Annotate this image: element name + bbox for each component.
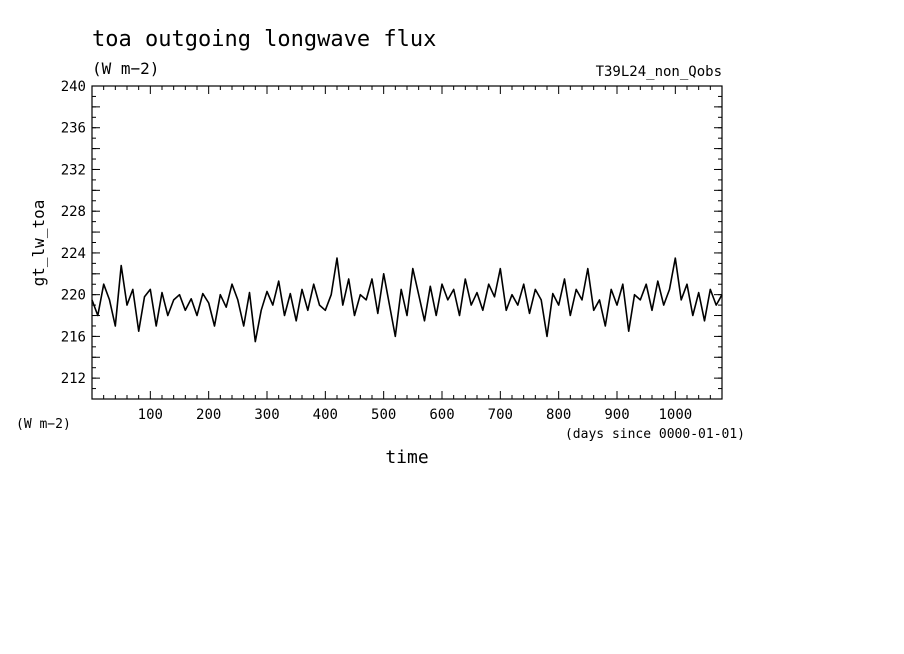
y-units-label: (W m−2) [16, 417, 71, 432]
x-tick-label: 200 [196, 407, 221, 423]
x-tick-label: 700 [488, 407, 513, 423]
x-tick-label: 400 [313, 407, 338, 423]
x-axis-label: time [385, 447, 428, 468]
x-tick-labels: 100 200 300 400 500 600 700 800 900 1000 [138, 407, 693, 423]
y-tick-label: 228 [61, 204, 86, 220]
x-tick-label: 100 [138, 407, 163, 423]
x-tick-label: 500 [371, 407, 396, 423]
y-tick-label: 220 [61, 288, 86, 304]
axis-ticks [92, 86, 722, 399]
x-tick-label: 1000 [658, 407, 692, 423]
run-label: T39L24_non_Qobs [596, 64, 722, 80]
x-tick-label: 900 [604, 407, 629, 423]
x-units-label: (days since 0000-01-01) [565, 427, 745, 442]
y-axis-label: gt_lw_toa [29, 200, 48, 287]
y-tick-labels: 212 216 220 224 228 232 236 240 [61, 79, 86, 387]
series-line [91, 257, 723, 343]
y-tick-label: 212 [61, 371, 86, 387]
y-tick-label: 224 [61, 246, 86, 262]
y-tick-label: 236 [61, 121, 86, 137]
y-tick-label: 232 [61, 162, 86, 178]
x-tick-label: 600 [429, 407, 454, 423]
y-tick-label: 240 [61, 79, 86, 95]
chart-title: toa outgoing longwave flux [92, 27, 436, 52]
y-tick-label: 216 [61, 329, 86, 345]
chart-units: (W m−2) [92, 59, 159, 78]
x-tick-label: 800 [546, 407, 571, 423]
x-tick-label: 300 [254, 407, 279, 423]
plot-frame [91, 85, 723, 400]
